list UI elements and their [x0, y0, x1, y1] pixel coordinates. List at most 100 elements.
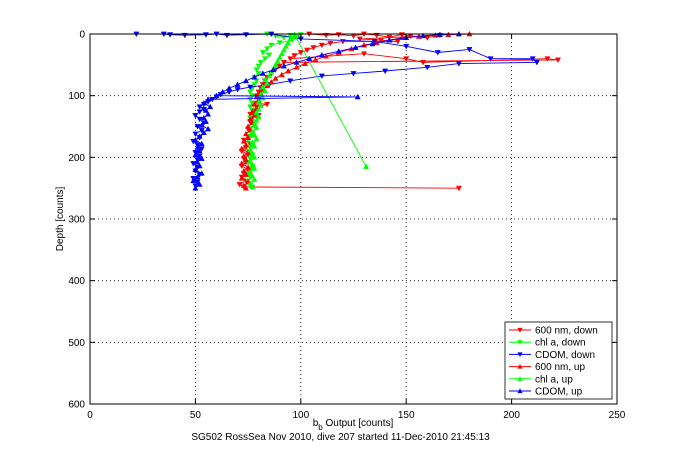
data-point	[466, 47, 473, 53]
data-point	[352, 44, 359, 50]
data-point	[529, 56, 536, 62]
data-point	[249, 139, 256, 145]
y-axis-label: Depth [counts]	[55, 187, 66, 252]
data-point	[455, 61, 462, 67]
data-point	[356, 36, 363, 43]
legend-label: chl a, down	[535, 338, 586, 349]
data-point	[287, 56, 294, 62]
data-point	[255, 63, 262, 70]
data-point	[312, 56, 319, 63]
data-point	[261, 56, 268, 62]
legend-entry: 600 nm, down	[509, 326, 598, 337]
data-point	[190, 161, 197, 167]
data-point	[192, 131, 199, 138]
data-point	[249, 128, 256, 134]
data-point	[259, 83, 266, 90]
data-point	[276, 63, 283, 70]
data-point	[196, 181, 203, 187]
data-point	[255, 113, 262, 119]
data-point	[200, 114, 207, 121]
data-point	[198, 155, 205, 161]
data-point	[207, 103, 214, 110]
data-point	[205, 111, 212, 117]
data-point	[285, 67, 292, 74]
data-point	[255, 106, 262, 112]
data-point	[261, 87, 268, 94]
data-point	[253, 109, 260, 116]
data-point	[249, 172, 256, 179]
axes: 0 50 100 150 200 250 0 100 200 300 400 500 600	[68, 30, 625, 422]
data-point	[245, 123, 252, 129]
data-point	[264, 101, 271, 108]
data-point	[272, 75, 279, 81]
data-point	[253, 67, 260, 73]
y-tick-label: 300	[68, 215, 85, 226]
data-point	[192, 151, 199, 158]
data-point	[242, 141, 250, 148]
data-point	[200, 129, 207, 135]
data-point	[205, 125, 212, 132]
data-point	[247, 180, 254, 186]
figure-caption: SG502 RossSea Nov 2010, dive 207 started…	[191, 432, 490, 443]
data-point	[196, 116, 203, 123]
y-tick-label: 400	[68, 276, 85, 287]
legend-entry: chl a, down	[509, 338, 586, 349]
data-point	[247, 146, 254, 153]
data-point	[255, 98, 262, 105]
data-point	[270, 66, 277, 73]
data-point	[318, 51, 325, 58]
legend-entry: CDOM, up	[509, 387, 583, 398]
data-point	[268, 78, 275, 85]
data-point	[278, 71, 285, 78]
data-point	[196, 109, 203, 115]
x-tick-label: 50	[190, 410, 202, 421]
data-point	[249, 108, 256, 115]
data-point	[257, 60, 264, 66]
legend-marker	[517, 388, 523, 394]
data-point	[234, 81, 241, 87]
data-point	[242, 130, 250, 137]
data-point	[533, 60, 540, 66]
data-point	[253, 124, 260, 131]
y-tick-label: 600	[68, 400, 85, 411]
data-point	[247, 84, 254, 91]
data-point	[554, 57, 562, 64]
data-point	[238, 145, 245, 152]
data-point	[361, 51, 368, 57]
data-point	[420, 60, 427, 66]
data-point	[266, 52, 273, 59]
y-tick-label: 200	[68, 153, 85, 164]
data-point	[350, 71, 357, 77]
data-point	[369, 40, 376, 47]
data-point	[198, 122, 205, 128]
data-point	[280, 60, 287, 66]
data-point	[238, 160, 245, 166]
y-tick-label: 100	[68, 91, 85, 102]
series-5	[190, 30, 462, 191]
data-point	[249, 150, 256, 156]
data-point	[386, 37, 393, 43]
data-point	[257, 91, 264, 97]
data-point	[259, 50, 266, 56]
data-point	[280, 62, 287, 69]
data-point	[234, 87, 241, 93]
data-point	[196, 133, 203, 139]
legend-marker	[517, 340, 523, 345]
data-point	[297, 50, 304, 56]
legend-box	[504, 321, 613, 400]
data-point	[310, 45, 317, 51]
data-point	[247, 115, 254, 122]
x-tick-label: 200	[503, 410, 520, 421]
legend-marker	[517, 376, 523, 381]
data-point	[251, 165, 258, 171]
data-point	[194, 124, 201, 130]
data-point	[253, 117, 260, 123]
data-point	[196, 148, 203, 154]
data-point	[240, 167, 247, 174]
data-point	[198, 170, 205, 176]
data-point	[272, 61, 279, 68]
data-point	[192, 185, 199, 191]
legend-label: 600 nm, up	[535, 362, 585, 373]
data-point	[304, 47, 311, 54]
series-4	[247, 31, 370, 190]
